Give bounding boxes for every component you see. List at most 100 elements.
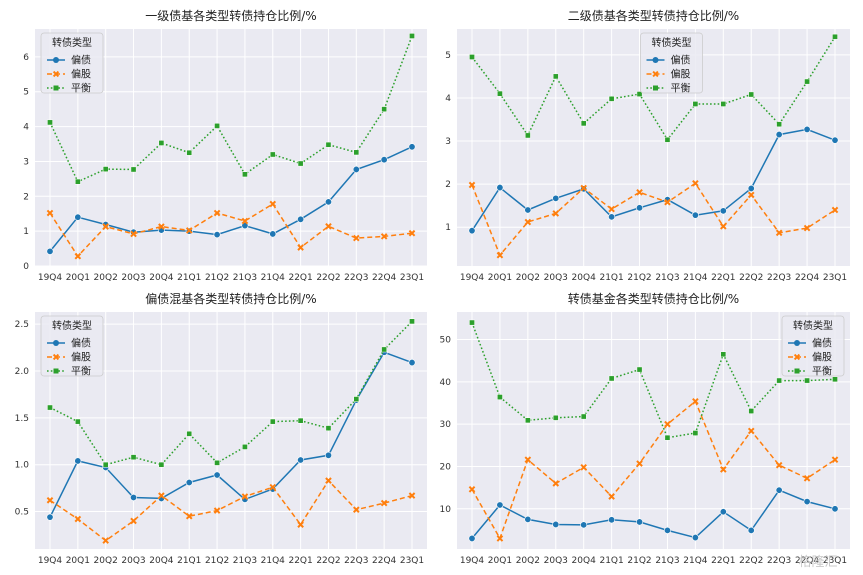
y-tick-label: 4 (445, 94, 451, 104)
x-tick-label: 22Q2 (739, 273, 763, 283)
series-line-偏股 (471, 182, 836, 257)
x-tick-label: 20Q2 (516, 556, 540, 566)
series-line-偏股 (49, 202, 413, 258)
y-tick-label: 0 (23, 262, 29, 272)
data-point (664, 198, 671, 206)
data-point (102, 223, 109, 230)
data-point (552, 194, 560, 202)
data-point (74, 178, 81, 185)
legend-label: 偏股 (71, 68, 91, 81)
y-tick-label: 20 (440, 462, 452, 472)
chart-panel-3: 19Q4 20Q1 20Q2 20Q3 20Q4 21Q1 21Q2 21Q3 21Q4 22Q1… (15, 291, 427, 566)
data-point (803, 224, 811, 232)
data-point (297, 456, 305, 464)
data-point (380, 499, 388, 507)
data-point (720, 466, 727, 473)
y-tick-label: 1 (445, 223, 451, 233)
data-point (496, 184, 504, 192)
legend-title: 转债类型 (52, 319, 92, 332)
x-tick-label: 21Q1 (177, 556, 201, 566)
data-point (325, 425, 332, 432)
data-point (803, 475, 811, 482)
data-point (46, 496, 54, 504)
y-tick-label: 5 (445, 51, 451, 61)
y-tick-label: 50 (440, 336, 452, 346)
x-tick-label: 22Q3 (344, 556, 368, 566)
data-point (663, 526, 671, 534)
data-point (747, 427, 755, 435)
series-line-偏股 (471, 400, 836, 541)
y-tick-label: 2.0 (15, 367, 30, 377)
x-tick-label: 22Q3 (767, 273, 791, 283)
data-point (775, 486, 783, 494)
data-point (580, 464, 587, 471)
x-tick-label: 22Q1 (711, 273, 735, 283)
data-point (130, 230, 137, 238)
data-point (47, 119, 53, 126)
legend-label: 偏债 (812, 337, 832, 350)
legend-label: 平衡 (671, 83, 691, 95)
data-point (468, 227, 476, 235)
legend-title: 转债类型 (793, 319, 833, 332)
data-point (552, 73, 559, 80)
data-point (130, 166, 137, 173)
data-point (664, 434, 671, 441)
data-point (497, 394, 503, 400)
data-point (242, 444, 248, 450)
data-point (747, 526, 755, 534)
data-point (776, 377, 783, 384)
data-point (580, 521, 588, 529)
data-point (297, 521, 304, 528)
data-point (74, 252, 82, 260)
series-line-平衡 (471, 36, 836, 142)
data-point (580, 184, 587, 192)
legend-label: 平衡 (812, 366, 832, 378)
data-point (636, 460, 643, 467)
x-tick-label: 20Q3 (544, 556, 568, 566)
data-point (775, 229, 783, 237)
x-tick-label: 22Q4 (795, 556, 820, 566)
y-tick-label: 2.5 (15, 320, 29, 330)
series-line-偏债 (471, 128, 836, 232)
chart-title: 转债基金各类型转债持仓比例/% (568, 291, 739, 306)
x-tick-label: 21Q4 (261, 273, 286, 283)
legend-label: 偏债 (671, 54, 691, 67)
series-line-偏债 (49, 351, 413, 518)
x-tick-label: 21Q3 (655, 556, 679, 566)
data-point (213, 209, 221, 217)
data-point (269, 418, 276, 425)
chart-panel-2: 19Q4 20Q1 20Q2 20Q3 20Q4 21Q1 21Q2 21Q3 21Q4 22Q1… (445, 8, 850, 283)
x-tick-label: 23Q1 (400, 273, 424, 283)
data-point (552, 210, 560, 217)
data-point (102, 166, 109, 172)
data-point (832, 33, 838, 40)
x-tick-label: 22Q1 (288, 556, 312, 566)
data-point (353, 396, 360, 402)
data-point (720, 101, 727, 107)
data-point (831, 136, 839, 144)
data-point (831, 456, 839, 464)
data-point (46, 247, 54, 255)
x-tick-label: 20Q2 (94, 556, 118, 566)
x-tick-label: 21Q2 (627, 556, 651, 566)
data-point (74, 213, 82, 221)
x-tick-label: 23Q1 (400, 556, 424, 566)
data-point (325, 141, 332, 148)
x-tick-label: 21Q4 (683, 556, 708, 566)
x-tick-label: 22Q3 (344, 273, 368, 283)
x-tick-label: 22Q2 (739, 556, 763, 566)
data-point (608, 95, 615, 102)
data-point (691, 211, 699, 219)
data-point (185, 512, 193, 520)
data-point (804, 377, 810, 384)
data-point (468, 181, 476, 189)
data-point (608, 493, 615, 500)
data-point (46, 209, 54, 217)
legend-title: 转债类型 (652, 36, 692, 49)
x-tick-label: 21Q1 (599, 273, 623, 283)
chart-title: 偏债混基各类型转债持仓比例/% (145, 291, 316, 306)
data-point (381, 106, 388, 113)
legend-marker (52, 70, 60, 78)
series-line-偏债 (49, 146, 413, 252)
